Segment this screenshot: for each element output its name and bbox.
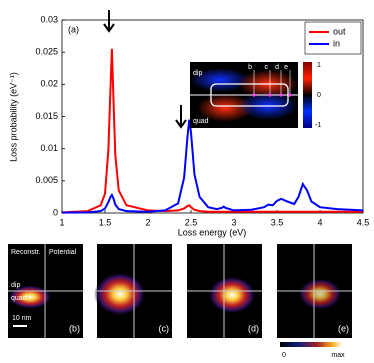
panel-label: (c) [159, 323, 170, 333]
colorbar-tick-label: -1 [315, 122, 321, 129]
image-spot [208, 276, 256, 314]
x-tick-label: 1 [59, 217, 64, 227]
colorbar-tick-label: 1 [317, 62, 321, 69]
colorbar-label: max [331, 352, 345, 359]
scale-bar [13, 325, 27, 327]
y-tick-label: 0.005 [35, 175, 58, 185]
panel-label: (d) [248, 323, 259, 333]
y-tick-label: 0.03 [40, 14, 58, 24]
x-tick-label: 2 [145, 217, 150, 227]
line-series [61, 119, 364, 214]
x-tick-label: 4 [317, 217, 322, 227]
inset-marker-label: b [248, 64, 252, 71]
legend-label: in [333, 38, 340, 48]
inset-outline [210, 83, 289, 107]
inset-marker-label: d [275, 64, 279, 71]
x-tick-label: 3.5 [271, 217, 284, 227]
inset-marker-label: e [284, 64, 288, 71]
x-tick-label: 4.5 [357, 217, 370, 227]
inset-colorbar [303, 62, 312, 128]
panel-label: (a) [68, 24, 79, 34]
inset-marker [252, 93, 256, 97]
colorbar [280, 342, 342, 347]
y-tick-label: 0.015 [35, 111, 58, 121]
inset: dip quad b c d e 1 0 -1 [190, 62, 321, 129]
panel-label: dip [11, 282, 20, 289]
y-tick-label: 0.025 [35, 47, 58, 57]
legend-label: out [333, 26, 346, 36]
panel-label: (b) [69, 323, 80, 333]
legend-box [304, 21, 362, 55]
image-spot [94, 272, 146, 316]
scale-label: 10 nm [12, 315, 32, 322]
y-tick-label: 0.02 [40, 79, 58, 89]
x-tick-label: 2.5 [185, 217, 198, 227]
panel-title: Reconstr. [11, 249, 41, 256]
y-tick-label: 0 [53, 207, 58, 217]
inset-field [190, 68, 250, 92]
inset-label: quad [193, 118, 209, 125]
inset-marker [279, 93, 283, 97]
line-series [61, 48, 363, 214]
inset-marker-label: c [265, 64, 269, 71]
image-panels: Reconstr. Potential dip quad 10 nm (b) (… [8, 244, 352, 359]
main-plot: (a) Loss energy (eV) Loss probability (e… [8, 10, 369, 237]
inset-marker [288, 93, 292, 97]
x-tick-label: 3 [231, 217, 236, 227]
x-axis-label: Loss energy (eV) [178, 227, 247, 237]
arrow [175, 105, 187, 129]
inset-label: dip [193, 70, 202, 77]
image-spot [298, 278, 342, 310]
panel-label: quad [11, 295, 27, 302]
y-axis-label: Loss probability (eV⁻¹) [8, 72, 18, 162]
inset-marker [268, 93, 272, 97]
panel-label: (e) [338, 323, 349, 333]
panel-title: Potential [49, 249, 77, 256]
x-tick-label: 1.5 [99, 217, 112, 227]
colorbar-label: 0 [282, 352, 286, 359]
arrow [103, 10, 115, 33]
y-tick-label: 0.01 [40, 143, 58, 153]
colorbar-tick-label: 0 [317, 92, 321, 99]
